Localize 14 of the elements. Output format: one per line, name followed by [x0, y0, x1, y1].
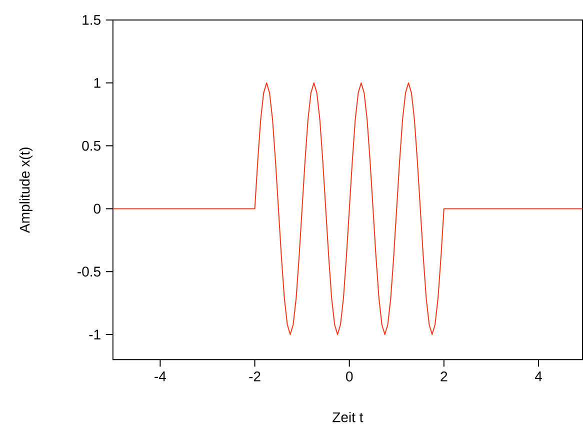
y-tick-label: 1.5	[82, 15, 100, 26]
y-tick-label: -1	[89, 330, 100, 340]
x-tick-label: -4	[154, 372, 166, 382]
y-tick-label: 0	[94, 204, 101, 214]
x-tick-label: 2	[440, 372, 448, 382]
x-tick-label: 0	[346, 372, 353, 382]
x-axis-title: Zeit t	[332, 412, 364, 422]
x-tick-label: -2	[249, 372, 260, 382]
y-tick-label: 1	[94, 78, 100, 88]
y-tick-label: -0.5	[78, 266, 100, 277]
x-tick-label: 4	[534, 372, 542, 382]
y-tick-label: 0.5	[82, 141, 100, 151]
y-axis-title: Amplitude x(t)	[19, 148, 32, 234]
line-series	[112, 82, 583, 336]
